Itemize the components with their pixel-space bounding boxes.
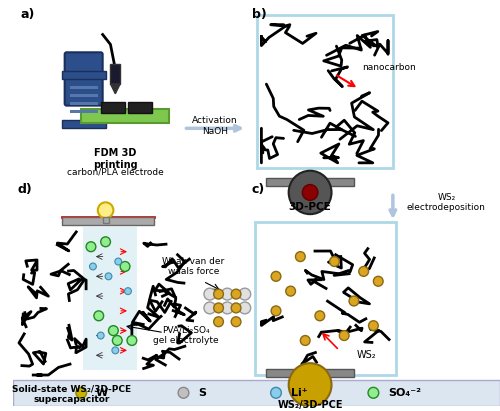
Text: carbon/PLA electrode: carbon/PLA electrode <box>67 168 164 177</box>
Text: Li⁺: Li⁺ <box>290 388 307 398</box>
Circle shape <box>359 266 368 276</box>
Bar <box>70 110 98 113</box>
Text: Solid-state WS₂/3D-PCE
supercapacitor: Solid-state WS₂/3D-PCE supercapacitor <box>12 385 131 404</box>
Bar <box>81 109 169 123</box>
Circle shape <box>231 289 241 299</box>
FancyBboxPatch shape <box>254 222 396 375</box>
Bar <box>62 217 154 225</box>
Circle shape <box>271 271 281 281</box>
Circle shape <box>330 256 340 266</box>
Bar <box>70 102 98 105</box>
Bar <box>70 86 98 89</box>
Bar <box>102 217 108 223</box>
Circle shape <box>300 335 310 345</box>
Circle shape <box>340 330 349 340</box>
Circle shape <box>204 302 216 314</box>
Text: SO₄⁻²: SO₄⁻² <box>388 388 421 398</box>
Circle shape <box>98 202 114 218</box>
Circle shape <box>349 296 359 306</box>
Bar <box>266 178 354 185</box>
Circle shape <box>214 303 224 313</box>
Circle shape <box>296 252 305 261</box>
Text: FDM 3D
printing: FDM 3D printing <box>93 148 138 170</box>
Circle shape <box>222 288 233 300</box>
Circle shape <box>76 387 86 398</box>
Text: c): c) <box>252 182 265 196</box>
Bar <box>70 94 98 97</box>
Circle shape <box>214 317 224 327</box>
Circle shape <box>100 237 110 247</box>
Circle shape <box>368 321 378 330</box>
Circle shape <box>86 242 96 252</box>
Circle shape <box>239 302 250 314</box>
Text: d): d) <box>18 182 32 196</box>
Text: WS₂/3D-PCE: WS₂/3D-PCE <box>278 400 343 410</box>
Bar <box>13 380 500 406</box>
Circle shape <box>288 171 332 214</box>
Bar <box>83 227 136 370</box>
Circle shape <box>271 306 281 316</box>
Text: a): a) <box>21 8 35 21</box>
Circle shape <box>112 347 118 354</box>
Circle shape <box>204 288 216 300</box>
Circle shape <box>94 311 104 321</box>
Bar <box>100 102 125 113</box>
Circle shape <box>98 332 104 339</box>
Bar <box>110 64 120 84</box>
Text: Activation
NaOH: Activation NaOH <box>192 116 238 136</box>
Polygon shape <box>110 84 120 94</box>
Bar <box>62 71 106 79</box>
Text: 3D-PCE: 3D-PCE <box>288 202 332 212</box>
Circle shape <box>120 261 130 271</box>
Circle shape <box>115 258 121 265</box>
Text: WS₂
electrodeposition: WS₂ electrodeposition <box>407 193 486 212</box>
Circle shape <box>286 286 296 296</box>
Bar <box>62 120 106 128</box>
Circle shape <box>288 363 332 406</box>
Circle shape <box>108 326 118 335</box>
Text: Weak van der
waals force: Weak van der waals force <box>162 257 224 276</box>
Circle shape <box>127 335 136 345</box>
FancyBboxPatch shape <box>256 15 393 168</box>
Circle shape <box>302 185 318 200</box>
Circle shape <box>112 335 122 345</box>
Text: b): b) <box>252 8 266 21</box>
Text: W: W <box>96 388 108 398</box>
Circle shape <box>231 317 241 327</box>
Circle shape <box>368 387 379 398</box>
Circle shape <box>90 263 96 270</box>
Circle shape <box>105 273 112 280</box>
Text: S: S <box>198 388 206 398</box>
Circle shape <box>270 387 281 398</box>
Circle shape <box>214 289 224 299</box>
Circle shape <box>239 288 250 300</box>
Circle shape <box>178 387 189 398</box>
Text: PVA/Li₂SO₄
gel electrolyte: PVA/Li₂SO₄ gel electrolyte <box>152 326 218 345</box>
Circle shape <box>374 276 383 286</box>
Text: WS₂: WS₂ <box>357 350 376 360</box>
Circle shape <box>222 302 233 314</box>
Circle shape <box>231 303 241 313</box>
Bar <box>266 369 354 377</box>
Bar <box>128 102 152 113</box>
Circle shape <box>315 311 324 321</box>
Circle shape <box>124 288 132 295</box>
Text: nanocarbon: nanocarbon <box>362 62 416 72</box>
FancyBboxPatch shape <box>64 52 102 106</box>
